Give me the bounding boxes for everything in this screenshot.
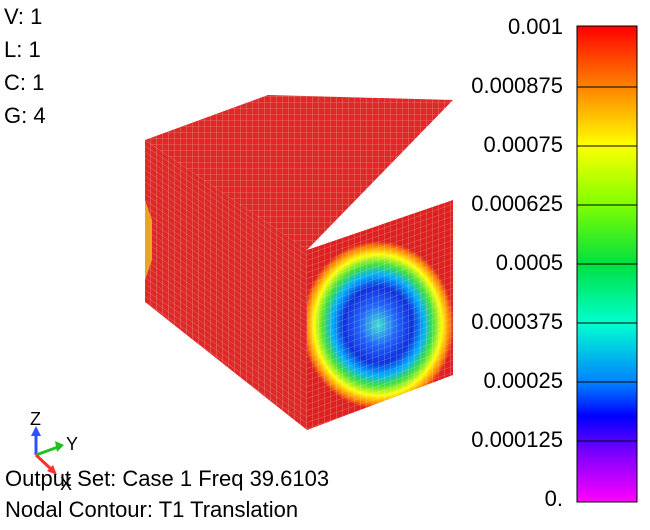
- right-mesh: [307, 200, 453, 430]
- triad-label: Y: [66, 434, 78, 454]
- triad-label: Z: [30, 409, 41, 429]
- left-mesh: [145, 140, 307, 430]
- view-info: V: 1: [4, 4, 42, 29]
- legend-label: 0.000625: [471, 191, 563, 216]
- legend-label: 0.000875: [471, 73, 563, 98]
- top-mesh: [145, 95, 453, 250]
- legend-label: 0.: [545, 486, 563, 511]
- legend-label: 0.00025: [483, 368, 563, 393]
- legend-label: 0.001: [508, 14, 563, 39]
- view-info: L: 1: [4, 37, 41, 62]
- legend-label: 0.0005: [496, 250, 563, 275]
- view-info: G: 4: [4, 103, 46, 128]
- z-arrow: [31, 426, 41, 436]
- legend-label: 0.000375: [471, 309, 563, 334]
- model: [145, 95, 453, 430]
- edge-contour: [145, 200, 152, 280]
- x-axis: [34, 453, 54, 472]
- view-info: C: 1: [4, 70, 44, 95]
- triad-label: X: [60, 474, 72, 494]
- y-arrow: [55, 441, 64, 452]
- triad: [31, 426, 64, 475]
- legend-label: 0.00075: [483, 132, 563, 157]
- output-set: Output Set: Case 1 Freq 39.6103: [5, 466, 329, 491]
- x-arrow: [47, 465, 57, 475]
- contour-info: Nodal Contour: T1 Translation: [5, 497, 298, 522]
- legend-label: 0.000125: [471, 427, 563, 452]
- y-axis: [35, 445, 59, 457]
